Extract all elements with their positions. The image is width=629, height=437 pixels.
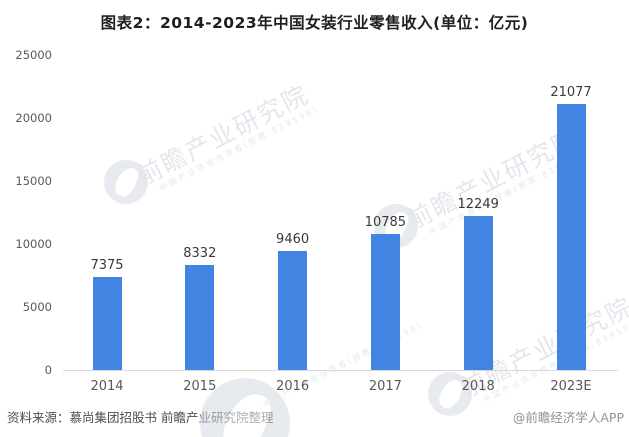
- bar-value-2023E: 21077: [550, 85, 592, 101]
- y-axis-tick-label: 0: [44, 363, 52, 377]
- bar-value-2017: 10785: [364, 215, 407, 231]
- y-axis-tick-label: 20000: [15, 111, 52, 125]
- y-axis-tick-label: 10000: [15, 237, 52, 251]
- bar-2015: [185, 265, 215, 370]
- bar-value-2018: 12249: [457, 196, 499, 212]
- bar-2018: [463, 215, 493, 370]
- y-axis-tick-label: 25000: [15, 48, 52, 62]
- credit-note: @前瞻经济学人APP: [512, 410, 624, 425]
- y-axis-tick-label: 5000: [22, 300, 52, 314]
- bar-2016: [278, 250, 308, 370]
- bar-2023E: [556, 104, 586, 370]
- chart-title: 图表2：2014-2023年中国女装行业零售收入(单位：亿元): [100, 14, 529, 32]
- bar-value-2014: 7375: [90, 258, 124, 274]
- x-axis-line: [63, 370, 618, 371]
- x-axis-label-2016: 2016: [276, 379, 310, 394]
- x-axis-label-2018: 2018: [461, 379, 495, 394]
- bar-value-2015: 8332: [183, 246, 217, 262]
- bar-2017: [370, 234, 400, 370]
- bar-value-2016: 9460: [276, 231, 310, 247]
- y-axis-tick-label: 15000: [15, 174, 52, 188]
- bar-2014: [92, 277, 122, 370]
- x-axis-label-2017: 2017: [368, 379, 402, 394]
- x-axis-label-2023E: 2023E: [550, 379, 592, 394]
- x-axis-label-2014: 2014: [90, 379, 124, 394]
- x-axis-label-2015: 2015: [183, 379, 217, 394]
